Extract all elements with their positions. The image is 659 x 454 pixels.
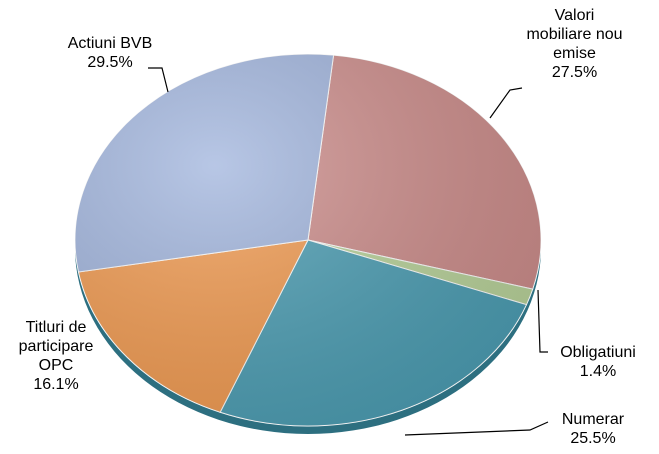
pie-slice bbox=[74, 53, 335, 273]
label-numerar: Numerar 25.5% bbox=[561, 411, 625, 447]
label-actiuni: Actiuni BVB 29.5% bbox=[67, 35, 153, 71]
label-obligatiuni: Obligatiuni 1.4% bbox=[560, 344, 636, 380]
label-titluri: Titluri de participare OPC 16.1% bbox=[18, 319, 94, 393]
leader-lines bbox=[148, 67, 549, 436]
label-valori: Valori mobiliare nou emise 27.5% bbox=[526, 7, 623, 81]
